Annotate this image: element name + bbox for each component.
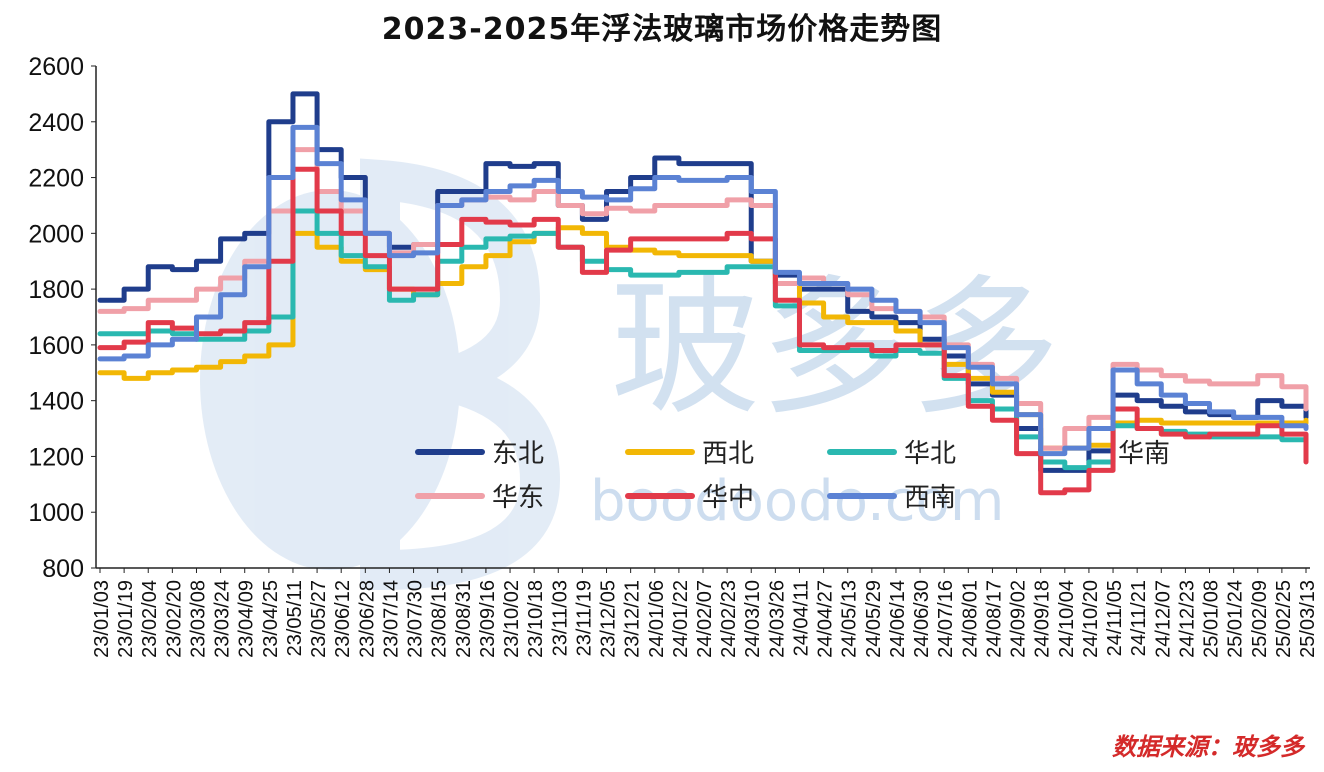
x-tick-label: 24/11/05 [1104, 580, 1126, 656]
x-tick-label: 25/02/25 [1273, 580, 1295, 658]
x-tick-label: 24/10/04 [1056, 580, 1078, 658]
legend-label-西南: 西南 [904, 483, 956, 513]
x-tick-label: 24/10/20 [1080, 580, 1102, 658]
x-tick-label: 24/01/22 [670, 580, 692, 658]
legend-label-华中: 华中 [702, 483, 754, 513]
x-tick-label: 24/06/14 [887, 580, 909, 658]
x-tick-label: 23/01/03 [91, 580, 113, 658]
x-tick-label: 24/09/02 [1008, 580, 1030, 658]
y-tick-label: 1200 [28, 443, 84, 471]
x-tick-label: 24/02/23 [718, 580, 740, 658]
x-tick-label: 24/01/06 [646, 580, 668, 658]
y-tick-label: 1400 [28, 388, 84, 416]
source-note: 数据来源：玻多多 [1112, 732, 1304, 761]
y-tick-label: 1600 [28, 332, 84, 360]
x-tick-label: 23/08/31 [453, 580, 475, 658]
x-tick-label: 23/03/08 [187, 580, 209, 658]
x-tick-label: 23/10/18 [525, 580, 547, 658]
x-tick-label: 25/01/24 [1225, 580, 1247, 658]
x-tick-label: 25/03/13 [1297, 580, 1319, 658]
x-tick-label: 23/12/05 [598, 580, 620, 658]
x-tick-label: 23/07/14 [380, 580, 402, 658]
series-line-华中 [97, 166, 1309, 496]
x-tick-label: 24/03/26 [766, 580, 788, 658]
x-tick-label: 24/09/18 [1032, 580, 1054, 658]
y-tick-label: 2400 [28, 109, 84, 137]
x-tick-label: 23/08/15 [429, 580, 451, 658]
series-line-西南 [97, 124, 1309, 457]
x-tick-label: 23/12/21 [622, 580, 644, 658]
x-tick-label: 24/06/30 [911, 580, 933, 658]
y-tick-label: 1800 [28, 276, 84, 304]
x-tick-label: 23/02/20 [163, 580, 185, 658]
y-tick-label: 2600 [28, 53, 84, 81]
legend-label-华东: 华东 [492, 483, 544, 513]
y-tick-label: 1000 [28, 499, 84, 527]
x-tick-label: 23/06/28 [356, 580, 378, 658]
legend-label-华北: 华北 [904, 439, 956, 469]
x-tick-label: 23/09/16 [477, 580, 499, 658]
legend-label-西北: 西北 [702, 439, 754, 469]
series-line-东北 [97, 91, 1309, 473]
y-tick-label: 800 [42, 555, 84, 583]
y-tick-label: 2200 [28, 165, 84, 193]
series-line-华北 [97, 208, 1309, 471]
x-tick-label: 25/02/09 [1249, 580, 1271, 658]
x-tick-label: 24/05/13 [839, 580, 861, 658]
x-tick-label: 24/12/07 [1152, 580, 1174, 658]
x-tick-label: 23/02/04 [139, 580, 161, 658]
x-tick-label: 23/11/19 [573, 580, 595, 656]
x-tick-label: 24/04/27 [815, 580, 837, 658]
x-tick-label: 23/03/24 [212, 580, 234, 658]
x-tick-label: 24/07/16 [935, 580, 957, 658]
x-tick-label: 24/11/21 [1128, 580, 1150, 656]
x-tick-label: 24/04/11 [790, 580, 812, 656]
x-tick-label: 25/01/08 [1201, 580, 1223, 658]
x-tick-label: 23/04/25 [260, 580, 282, 658]
x-tick-label: 23/11/03 [549, 580, 571, 656]
x-tick-label: 23/01/19 [115, 580, 137, 658]
chart-title: 2023-2025年浮法玻璃市场价格走势图 [381, 12, 943, 47]
legend-label-华南: 华南 [1118, 439, 1170, 469]
x-tick-label: 23/04/09 [236, 580, 258, 658]
y-tick-label: 2000 [28, 220, 84, 248]
x-tick-label: 24/12/23 [1176, 580, 1198, 658]
x-tick-label: 23/05/27 [308, 580, 330, 658]
x-tick-label: 23/07/30 [405, 580, 427, 658]
x-tick-label: 24/05/29 [863, 580, 885, 658]
x-tick-label: 24/02/07 [694, 580, 716, 658]
legend-label-东北: 东北 [492, 439, 544, 469]
x-tick-label: 24/08/17 [983, 580, 1005, 658]
x-tick-label: 24/08/01 [959, 580, 981, 658]
x-tick-label: 23/06/12 [332, 580, 354, 658]
x-tick-label: 23/10/02 [501, 580, 523, 658]
series-line-华东 [97, 147, 1309, 451]
x-tick-label: 23/05/11 [284, 580, 306, 656]
x-tick-label: 24/03/10 [742, 580, 764, 658]
